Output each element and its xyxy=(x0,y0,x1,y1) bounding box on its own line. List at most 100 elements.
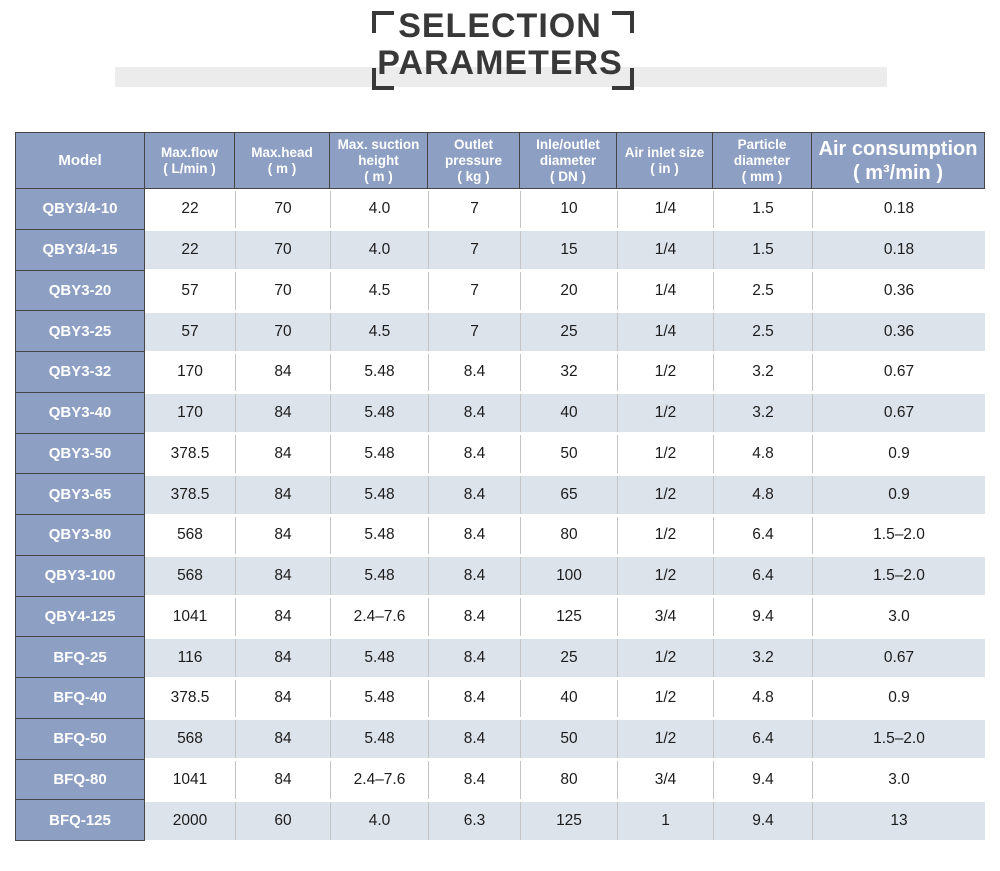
header-cell-line: ( m ) xyxy=(364,168,393,184)
data-cell: 116 xyxy=(145,638,235,677)
data-cell: 84 xyxy=(235,394,330,432)
data-cell: 8.4 xyxy=(428,761,520,799)
data-cell: 8.4 xyxy=(428,598,520,636)
data-cell: 84 xyxy=(235,598,330,636)
data-cell: 5.48 xyxy=(330,720,428,758)
data-cell: 8.4 xyxy=(428,435,520,473)
data-cell: 0.9 xyxy=(812,475,985,514)
model-cell: BFQ-80 xyxy=(15,759,145,801)
data-cell: 84 xyxy=(235,761,330,799)
data-cell: 9.4 xyxy=(713,801,812,840)
data-cell: 84 xyxy=(235,638,330,677)
header-row: Max.flow( L/min ) Max.head( m ) Max. sucti… xyxy=(145,132,985,189)
data-cell: 1/4 xyxy=(617,190,713,229)
data-cell: 84 xyxy=(235,475,330,514)
title-highlight-bar xyxy=(115,67,887,87)
data-cell: 568 xyxy=(145,516,235,555)
header-cell: Outlet pressure( kg ) xyxy=(428,132,520,189)
data-cell: 1/2 xyxy=(617,353,713,392)
data-cell: 1/2 xyxy=(617,394,713,432)
data-cell: 0.36 xyxy=(812,312,985,351)
data-cell: 60 xyxy=(235,801,330,840)
data-cell: 50 xyxy=(520,435,617,473)
table-row: 568 84 5.48 8.4 50 1/2 6.4 1.5–2.0 xyxy=(145,719,985,760)
data-cell: 4.5 xyxy=(330,312,428,351)
data-cell: 100 xyxy=(520,557,617,595)
header-cell-line: Inle/outlet xyxy=(536,136,600,152)
data-cell: 0.9 xyxy=(812,679,985,718)
data-cell: 4.5 xyxy=(330,272,428,310)
data-cell: 4.8 xyxy=(713,435,812,473)
selection-parameters-table: Model QBY3/4-10 QBY3/4-15 QBY3-20 QBY3-25 QBY… xyxy=(15,132,985,841)
table-row: 116 84 5.48 8.4 25 1/2 3.2 0.67 xyxy=(145,637,985,678)
data-cell: 0.18 xyxy=(812,190,985,229)
data-cell: 6.3 xyxy=(428,801,520,840)
data-cell: 1/4 xyxy=(617,312,713,351)
data-cell: 7 xyxy=(428,190,520,229)
data-cell: 1/2 xyxy=(617,679,713,718)
table-row: 57 70 4.5 7 25 1/4 2.5 0.36 xyxy=(145,311,985,352)
model-cell: QBY3-100 xyxy=(15,555,145,597)
data-cell: 7 xyxy=(428,272,520,310)
data-cell: 8.4 xyxy=(428,475,520,514)
model-cell: QBY3-40 xyxy=(15,392,145,434)
model-cell: BFQ-125 xyxy=(15,800,145,841)
header-cell-model: Model xyxy=(15,132,145,189)
data-cell: 8.4 xyxy=(428,394,520,432)
table-row: 170 84 5.48 8.4 40 1/2 3.2 0.67 xyxy=(145,393,985,434)
data-cell: 378.5 xyxy=(145,679,235,718)
data-cell: 5.48 xyxy=(330,638,428,677)
data-cell: 0.67 xyxy=(812,638,985,677)
data-cell: 1041 xyxy=(145,598,235,636)
table-row: 2000 60 4.0 6.3 125 1 9.4 13 xyxy=(145,800,985,841)
header-cell-line: Max.head xyxy=(251,144,313,160)
data-cell: 3/4 xyxy=(617,598,713,636)
model-cell: BFQ-50 xyxy=(15,718,145,760)
data-cell: 13 xyxy=(812,801,985,840)
data-cell: 70 xyxy=(235,231,330,269)
data-cell: 1/2 xyxy=(617,638,713,677)
data-cell: 568 xyxy=(145,720,235,758)
header-cell-line: Model xyxy=(58,152,102,169)
data-cell: 0.18 xyxy=(812,231,985,269)
header-cell-line: ( m³/min ) xyxy=(853,161,943,184)
model-cell: QBY3-80 xyxy=(15,515,145,556)
data-cell: 5.48 xyxy=(330,516,428,555)
data-cell: 5.48 xyxy=(330,679,428,718)
data-cell: 70 xyxy=(235,312,330,351)
data-cell: 1.5 xyxy=(713,231,812,269)
data-cell: 4.0 xyxy=(330,801,428,840)
header-cell-line: ( DN ) xyxy=(550,168,586,184)
data-cell: 568 xyxy=(145,557,235,595)
data-cell: 1/4 xyxy=(617,231,713,269)
data-cell: 3.2 xyxy=(713,353,812,392)
data-cell: 1/2 xyxy=(617,475,713,514)
header-cell-line: ( kg ) xyxy=(457,168,490,184)
data-cell: 57 xyxy=(145,312,235,351)
page-title-line2: PARAMETERS xyxy=(377,44,623,82)
data-cell: 6.4 xyxy=(713,720,812,758)
title-block: SELECTION PARAMETERS xyxy=(0,0,1000,132)
header-cell: Max.head( m ) xyxy=(235,132,330,189)
header-cell-line: diameter xyxy=(539,152,597,168)
data-cell: 3.0 xyxy=(812,761,985,799)
data-cell: 15 xyxy=(520,231,617,269)
header-cell-line: diameter xyxy=(733,152,791,168)
data-cell: 84 xyxy=(235,516,330,555)
table-row: 1041 84 2.4–7.6 8.4 80 3/4 9.4 3.0 xyxy=(145,760,985,801)
data-cell: 80 xyxy=(520,761,617,799)
data-cell: 3.2 xyxy=(713,638,812,677)
header-cell-line: pressure xyxy=(444,152,503,168)
data-cell: 2.4–7.6 xyxy=(330,761,428,799)
table-row: 170 84 5.48 8.4 32 1/2 3.2 0.67 xyxy=(145,352,985,393)
data-cell: 7 xyxy=(428,312,520,351)
model-cell: BFQ-40 xyxy=(15,678,145,719)
data-cell: 1/2 xyxy=(617,557,713,595)
data-cell: 5.48 xyxy=(330,353,428,392)
data-cell: 5.48 xyxy=(330,557,428,595)
header-cell-line: Air consumption xyxy=(818,137,978,160)
data-cell: 3/4 xyxy=(617,761,713,799)
data-cell: 378.5 xyxy=(145,475,235,514)
data-cell: 40 xyxy=(520,679,617,718)
header-cell-line: Max.flow xyxy=(160,144,218,160)
